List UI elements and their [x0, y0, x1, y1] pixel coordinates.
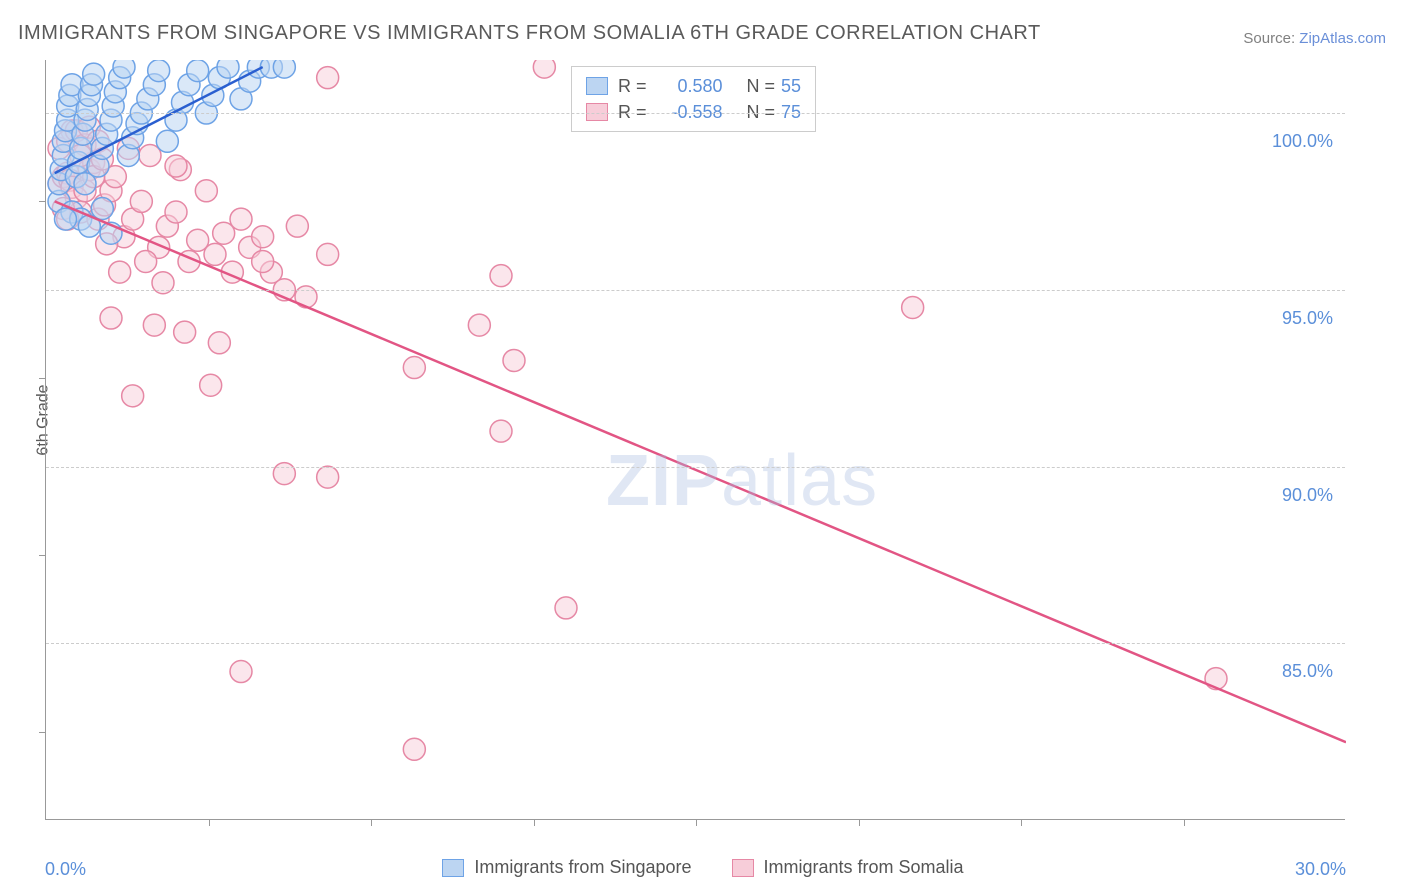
scatter-point-somalia — [143, 314, 165, 336]
source-link[interactable]: ZipAtlas.com — [1299, 30, 1386, 47]
scatter-point-singapore — [217, 60, 239, 78]
n-value: 55 — [781, 76, 801, 97]
scatter-point-singapore — [156, 130, 178, 152]
scatter-point-somalia — [230, 208, 252, 230]
scatter-point-somalia — [100, 307, 122, 329]
y-tick-mark — [39, 378, 46, 379]
y-tick-mark — [39, 555, 46, 556]
scatter-point-somalia — [135, 250, 157, 272]
n-label: N = — [747, 102, 776, 123]
scatter-point-singapore — [91, 197, 113, 219]
grid-line — [46, 113, 1345, 114]
y-tick-mark — [39, 201, 46, 202]
stats-legend: R = 0.580 N =55 R = -0.558 N =75 — [571, 66, 816, 132]
scatter-point-somalia — [109, 261, 131, 283]
scatter-point-somalia — [130, 190, 152, 212]
legend-swatch — [586, 103, 608, 121]
scatter-point-somalia — [317, 67, 339, 89]
chart-container: IMMIGRANTS FROM SINGAPORE VS IMMIGRANTS … — [0, 0, 1406, 892]
grid-line — [46, 290, 1345, 291]
x-tick-mark — [371, 819, 372, 826]
scatter-point-singapore — [113, 60, 135, 78]
scatter-point-singapore — [148, 60, 170, 82]
scatter-point-singapore — [83, 63, 105, 85]
scatter-point-somalia — [902, 296, 924, 318]
scatter-point-somalia — [317, 466, 339, 488]
scatter-point-somalia — [286, 215, 308, 237]
x-tick-mark — [859, 819, 860, 826]
scatter-point-singapore — [55, 208, 77, 230]
r-value: 0.580 — [653, 76, 723, 97]
series-legend-label: Immigrants from Somalia — [764, 857, 964, 878]
legend-swatch — [586, 77, 608, 95]
series-legend-item: Immigrants from Singapore — [442, 857, 691, 878]
scatter-point-somalia — [204, 243, 226, 265]
legend-swatch — [442, 859, 464, 877]
y-tick-mark — [39, 732, 46, 733]
source-attribution: Source: ZipAtlas.com — [1243, 30, 1386, 47]
plot-area: ZIPatlas R =0.580N =55R =-0.558N =75 85.… — [45, 60, 1345, 820]
series-legend-item: Immigrants from Somalia — [732, 857, 964, 878]
regression-line-somalia — [55, 201, 1346, 742]
x-tick-mark — [209, 819, 210, 826]
scatter-point-somalia — [490, 420, 512, 442]
scatter-point-somalia — [122, 385, 144, 407]
scatter-point-somalia — [317, 243, 339, 265]
r-value: -0.558 — [653, 102, 723, 123]
legend-stat-text: R = 0.580 N =55 — [618, 76, 801, 97]
grid-line — [46, 643, 1345, 644]
chart-title: IMMIGRANTS FROM SINGAPORE VS IMMIGRANTS … — [18, 22, 1041, 45]
r-label: R = — [618, 102, 647, 123]
scatter-point-somalia — [252, 250, 274, 272]
y-tick-label: 100.0% — [1272, 131, 1333, 152]
scatter-point-singapore — [187, 60, 209, 82]
stats-legend-row: R = -0.558 N =75 — [586, 99, 801, 125]
source-prefix: Source: — [1243, 30, 1299, 47]
n-value: 75 — [781, 102, 801, 123]
legend-swatch — [732, 859, 754, 877]
r-label: R = — [618, 76, 647, 97]
scatter-point-somalia — [230, 661, 252, 683]
scatter-point-singapore — [74, 173, 96, 195]
legend-stat-text: R = -0.558 N =75 — [618, 102, 801, 123]
x-tick-mark — [1184, 819, 1185, 826]
scatter-point-somalia — [403, 357, 425, 379]
scatter-point-somalia — [165, 155, 187, 177]
y-tick-label: 90.0% — [1282, 485, 1333, 506]
y-tick-label: 85.0% — [1282, 661, 1333, 682]
x-tick-mark — [1021, 819, 1022, 826]
series-legend: Immigrants from Singapore Immigrants from… — [0, 857, 1406, 878]
chart-svg — [46, 60, 1346, 820]
scatter-point-somalia — [555, 597, 577, 619]
scatter-point-somalia — [174, 321, 196, 343]
stats-legend-row: R = 0.580 N =55 — [586, 73, 801, 99]
scatter-point-somalia — [252, 226, 274, 248]
scatter-point-somalia — [533, 60, 555, 78]
y-tick-label: 95.0% — [1282, 308, 1333, 329]
scatter-point-somalia — [403, 738, 425, 760]
scatter-point-somalia — [195, 180, 217, 202]
scatter-point-singapore — [273, 60, 295, 78]
scatter-point-somalia — [503, 349, 525, 371]
x-tick-mark — [696, 819, 697, 826]
x-tick-mark — [534, 819, 535, 826]
scatter-point-somalia — [468, 314, 490, 336]
scatter-point-somalia — [490, 265, 512, 287]
n-label: N = — [747, 76, 776, 97]
scatter-point-somalia — [1205, 668, 1227, 690]
scatter-point-somalia — [208, 332, 230, 354]
scatter-point-somalia — [200, 374, 222, 396]
series-legend-label: Immigrants from Singapore — [474, 857, 691, 878]
scatter-point-somalia — [165, 201, 187, 223]
grid-line — [46, 467, 1345, 468]
